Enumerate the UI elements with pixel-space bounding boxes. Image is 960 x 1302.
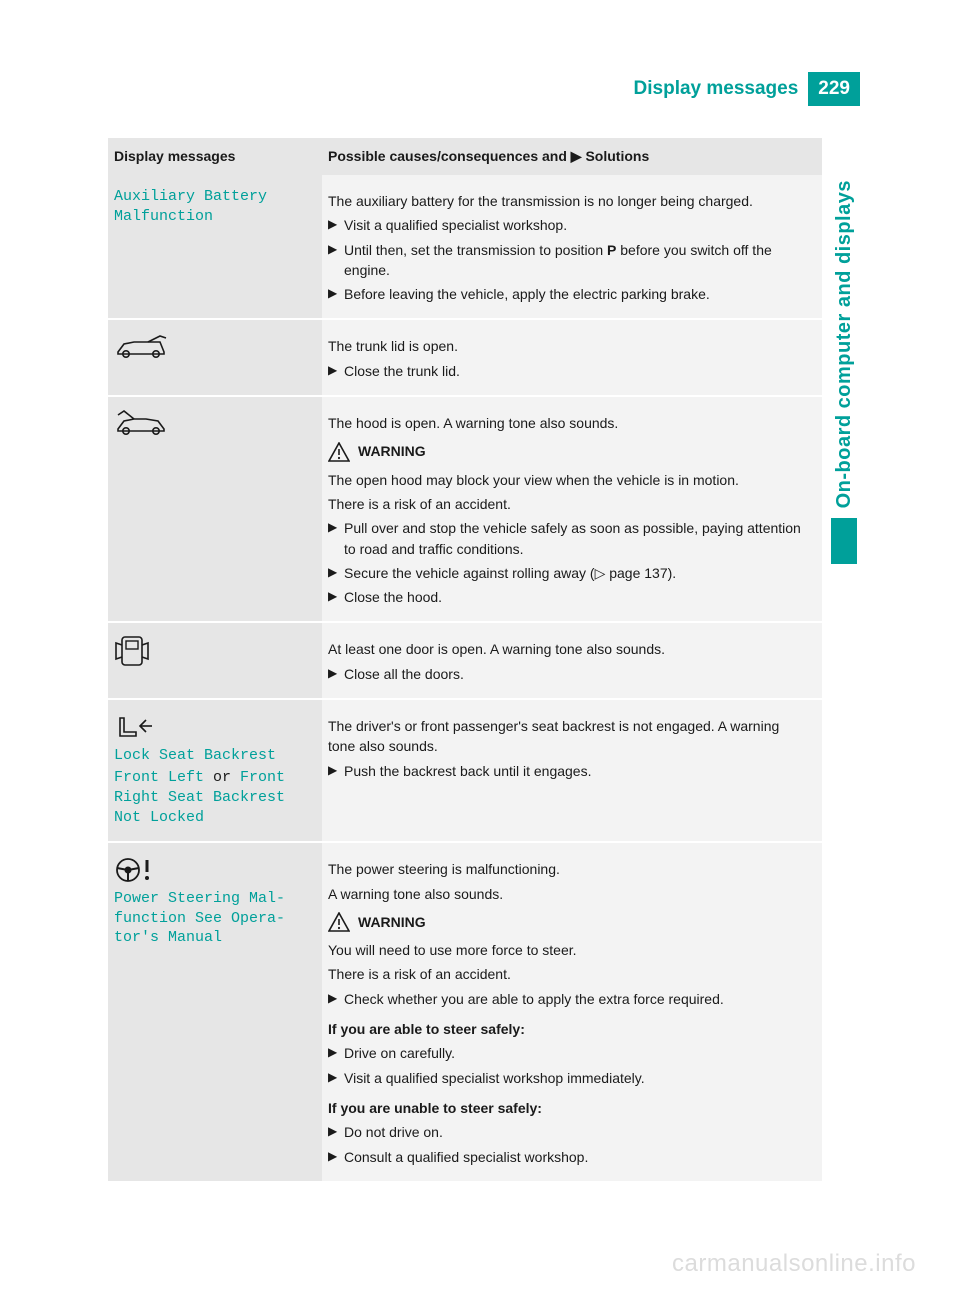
hood-open-icon [114, 409, 312, 443]
message-text-or: or [204, 769, 240, 786]
solution-cell: The power steering is malfunctioning. A … [322, 842, 822, 1182]
side-tab-marker [831, 518, 857, 564]
solutions-marker-icon: ▶ [571, 148, 582, 164]
table-row: The trunk lid is open. ▶Close the trunk … [108, 319, 822, 396]
trunk-open-icon [114, 332, 312, 366]
action-text: Close the hood. [344, 587, 810, 607]
message-text: Auxiliary Battery [114, 187, 312, 207]
warning-block: WARNING [328, 441, 810, 461]
body-text: A warning tone also sounds. [328, 884, 810, 904]
message-cell: Lock Seat Backrest Front Left or Front R… [108, 699, 322, 842]
message-text: function See Opera‐ [114, 909, 312, 929]
message-text: Front [240, 769, 285, 786]
col-header-suffix: Solutions [582, 148, 650, 164]
action-marker-icon: ▶ [328, 361, 344, 379]
table-row: Lock Seat Backrest Front Left or Front R… [108, 699, 822, 842]
action-text: Pull over and stop the vehicle safely as… [344, 518, 810, 559]
watermark: carmanualsonline.info [672, 1250, 916, 1278]
action-marker-icon: ▶ [328, 215, 344, 233]
message-text: Right Seat Backrest [114, 788, 312, 808]
warning-label: WARNING [358, 441, 426, 461]
message-text: Power Steering Mal‐ [114, 889, 312, 909]
message-cell: Power Steering Mal‐ function See Opera‐ … [108, 842, 322, 1182]
action-marker-icon: ▶ [328, 664, 344, 682]
action-marker-icon: ▶ [328, 1122, 344, 1140]
table-row: Power Steering Mal‐ function See Opera‐ … [108, 842, 822, 1182]
action-text: Secure the vehicle against rolling away … [344, 563, 810, 583]
solution-cell: The hood is open. A warning tone also so… [322, 396, 822, 622]
action-text: Visit a qualified specialist workshop im… [344, 1068, 810, 1088]
warning-block: WARNING [328, 912, 810, 932]
action-text-bold: P [607, 242, 616, 258]
solution-cell: The trunk lid is open. ▶Close the trunk … [322, 319, 822, 396]
action-text: Close the trunk lid. [344, 361, 810, 381]
action-marker-icon: ▶ [328, 240, 344, 258]
action-marker-icon: ▶ [328, 1147, 344, 1165]
body-text: You will need to use more force to steer… [328, 940, 810, 960]
action-text: Until then, set the transmission to posi… [344, 240, 810, 281]
action-marker-icon: ▶ [328, 761, 344, 779]
action-text: Before leaving the vehicle, apply the el… [344, 284, 810, 304]
action-marker-icon: ▶ [328, 518, 344, 536]
table-header-row: Display messages Possible causes/consequ… [108, 138, 822, 175]
warning-triangle-icon [328, 912, 350, 932]
message-text-line: Front Left or Front [114, 766, 312, 789]
lead-text: The hood is open. A warning tone also so… [328, 413, 810, 433]
action-text-part: Until then, set the transmission to posi… [344, 242, 607, 258]
col-header-solutions: Possible causes/consequences and ▶ Solut… [322, 138, 822, 175]
action-text: Check whether you are able to apply the … [344, 989, 810, 1009]
lead-text: At least one door is open. A warning ton… [328, 639, 810, 659]
solution-cell: The auxiliary battery for the transmissi… [322, 175, 822, 319]
action-text: Consult a qualified specialist workshop. [344, 1147, 810, 1167]
subheading: If you are able to steer safely: [328, 1019, 810, 1039]
page-number: 229 [808, 72, 860, 106]
action-text: Push the backrest back until it engages. [344, 761, 810, 781]
message-cell [108, 319, 322, 396]
table-row: The hood is open. A warning tone also so… [108, 396, 822, 622]
messages-table: Display messages Possible causes/consequ… [108, 138, 822, 1183]
body-text: There is a risk of an accident. [328, 494, 810, 514]
solution-cell: At least one door is open. A warning ton… [322, 622, 822, 699]
header-title: Display messages [634, 72, 809, 106]
message-text: Malfunction [114, 207, 312, 227]
col-header-prefix: Possible causes/consequences and [328, 148, 571, 164]
message-text: Lock Seat Backrest [114, 746, 312, 766]
lead-text: The trunk lid is open. [328, 336, 810, 356]
action-marker-icon: ▶ [328, 1068, 344, 1086]
table-row: At least one door is open. A warning ton… [108, 622, 822, 699]
body-text: There is a risk of an accident. [328, 964, 810, 984]
body-text: The open hood may block your view when t… [328, 470, 810, 490]
warning-triangle-icon [328, 442, 350, 462]
action-marker-icon: ▶ [328, 1043, 344, 1061]
message-text: tor's Manual [114, 928, 312, 948]
solution-cell: The driver's or front passenger's seat b… [322, 699, 822, 842]
lead-text: The power steering is malfunctioning. [328, 859, 810, 879]
seat-backrest-icon [114, 712, 312, 746]
action-text: Drive on carefully. [344, 1043, 810, 1063]
col-header-display: Display messages [108, 138, 322, 175]
side-tab: On-board computer and displays [828, 180, 860, 564]
message-text: Front Left [114, 769, 204, 786]
message-cell: Auxiliary Battery Malfunction [108, 175, 322, 319]
action-text: Do not drive on. [344, 1122, 810, 1142]
action-text: Close all the doors. [344, 664, 810, 684]
action-marker-icon: ▶ [328, 563, 344, 581]
page-header: Display messages 229 [634, 72, 860, 106]
action-marker-icon: ▶ [328, 989, 344, 1007]
message-cell [108, 396, 322, 622]
subheading: If you are unable to steer safely: [328, 1098, 810, 1118]
steering-wheel-icon [114, 855, 312, 889]
side-section-label: On-board computer and displays [833, 180, 856, 508]
content-area: Display messages Possible causes/consequ… [108, 138, 822, 1183]
action-marker-icon: ▶ [328, 587, 344, 605]
message-cell [108, 622, 322, 699]
action-marker-icon: ▶ [328, 284, 344, 302]
warning-label: WARNING [358, 912, 426, 932]
message-text: Not Locked [114, 808, 312, 828]
door-open-icon [114, 635, 312, 669]
lead-text: The auxiliary battery for the transmissi… [328, 191, 810, 211]
table-row: Auxiliary Battery Malfunction The auxili… [108, 175, 822, 319]
action-text: Visit a qualified specialist workshop. [344, 215, 810, 235]
lead-text: The driver's or front passenger's seat b… [328, 716, 810, 757]
